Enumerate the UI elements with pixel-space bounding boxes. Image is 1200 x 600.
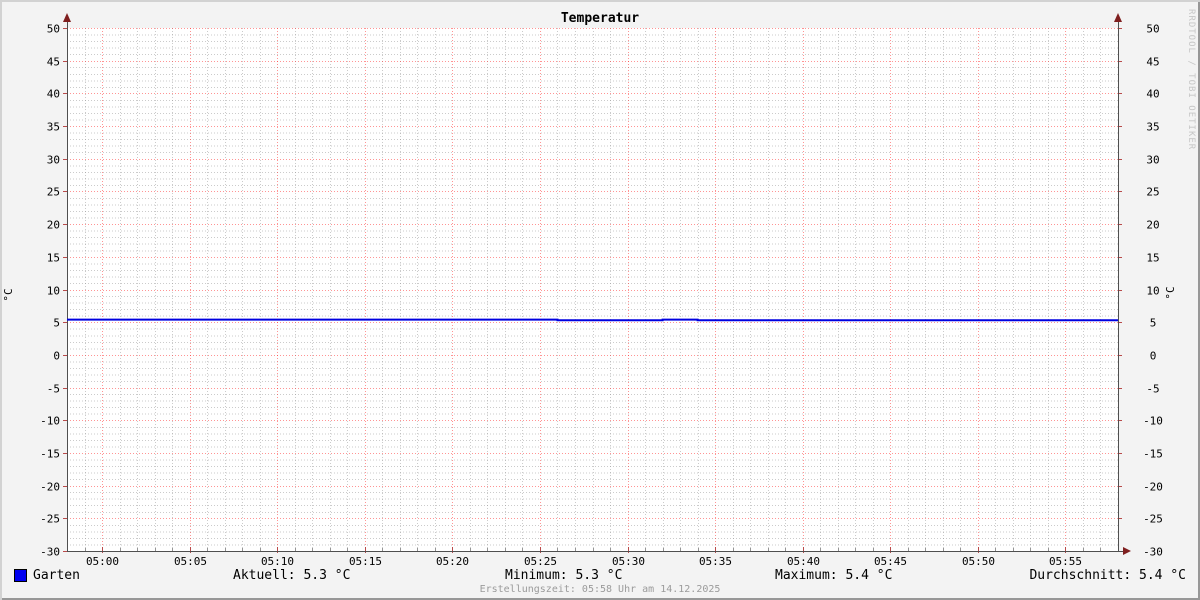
creation-time-footer: Erstellungszeit: 05:58 Uhr am 14.12.2025 (479, 584, 721, 595)
y-tick-label-left: 5 (53, 317, 60, 330)
legend-series-label: Garten (33, 568, 80, 583)
x-tick-label: 05:25 (524, 555, 557, 568)
y-tick-label-left: -20 (40, 481, 60, 494)
y-axis-unit-left: °C (2, 288, 15, 302)
y-tick-label-right: 10 (1146, 285, 1159, 298)
y-tick-label-left: 10 (47, 285, 60, 298)
stat-maximum: Maximum: 5.4 °C (775, 568, 893, 583)
y-tick-label-right: -5 (1146, 383, 1159, 396)
x-tick-label: 05:15 (349, 555, 382, 568)
y-tick-label-right: -30 (1143, 546, 1163, 559)
y-tick-label-right: 15 (1146, 252, 1159, 265)
y-tick-label-right: 45 (1146, 56, 1159, 69)
x-tick-label: 05:50 (962, 555, 995, 568)
x-tick-label: 05:55 (1049, 555, 1082, 568)
graph-title: Temperatur (560, 11, 640, 26)
stat-durchschnitt: Durchschnitt: 5.4 °C (1029, 568, 1186, 583)
y-tick-label-left: 0 (53, 350, 60, 363)
y-tick-label-right: -25 (1143, 513, 1163, 526)
x-tick-label: 05:35 (699, 555, 732, 568)
x-tick-label: 05:20 (436, 555, 469, 568)
x-tick-label: 05:40 (787, 555, 820, 568)
x-tick-label: 05:30 (612, 555, 645, 568)
y-tick-label-left: 15 (47, 252, 60, 265)
stat-minimum: Minimum: 5.3 °C (505, 568, 623, 583)
y-tick-label-right: 35 (1146, 121, 1159, 134)
y-tick-label-left: -30 (40, 546, 60, 559)
x-tick-label: 05:00 (86, 555, 119, 568)
y-tick-label-left: -5 (47, 383, 60, 396)
y-axis-arrow-left (63, 13, 71, 22)
y-tick-label-right: 30 (1146, 154, 1159, 167)
x-tick-label: 05:05 (174, 555, 207, 568)
y-tick-label-left: -25 (40, 513, 60, 526)
y-tick-label-right: -20 (1143, 481, 1163, 494)
y-tick-label-left: 45 (47, 56, 60, 69)
x-axis-arrow (1123, 547, 1131, 555)
plot-area (67, 28, 1118, 551)
y-tick-label-right: 40 (1146, 88, 1159, 101)
y-tick-label-left: -10 (40, 415, 60, 428)
y-tick-label-right: 5 (1150, 317, 1157, 330)
y-tick-label-right: -10 (1143, 415, 1163, 428)
y-tick-label-left: 25 (47, 186, 60, 199)
y-tick-label-left: 35 (47, 121, 60, 134)
y-tick-label-right: 0 (1150, 350, 1157, 363)
y-tick-label-right: 20 (1146, 219, 1159, 232)
x-tick-label: 05:10 (261, 555, 294, 568)
legend-row: Garten Aktuell: 5.3 °C Minimum: 5.3 °C M… (0, 568, 1200, 584)
series-line-garten (67, 318, 1118, 322)
y-axis-arrow-right (1114, 13, 1122, 22)
y-tick-label-right: -15 (1143, 448, 1163, 461)
y-axis-unit-right: °C (1164, 286, 1177, 300)
y-tick-label-left: 30 (47, 154, 60, 167)
x-tick-label: 05:45 (874, 555, 907, 568)
y-tick-label-left: -15 (40, 448, 60, 461)
legend-swatch-garten (14, 569, 27, 582)
y-tick-label-left: 20 (47, 219, 60, 232)
stat-aktuell: Aktuell: 5.3 °C (233, 568, 351, 583)
y-tick-label-left: 50 (47, 23, 60, 36)
y-tick-label-right: 25 (1146, 186, 1159, 199)
y-tick-label-left: 40 (47, 88, 60, 101)
y-tick-label-right: 50 (1146, 23, 1159, 36)
rrdtool-watermark: RRDTOOL / TOBI OETIKER (1186, 9, 1196, 151)
